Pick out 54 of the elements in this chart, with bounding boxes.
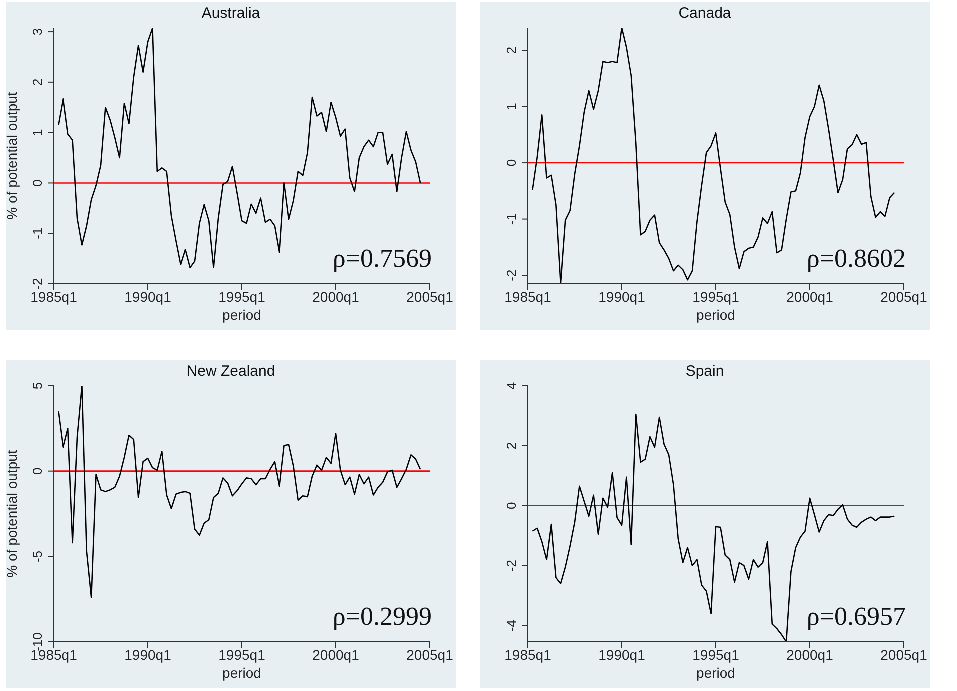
x-tick-label: 2005q1	[880, 288, 928, 305]
x-tick-label: 1990q1	[124, 646, 172, 663]
y-tick-label: -2	[30, 278, 45, 290]
y-tick-label: 2	[30, 78, 45, 86]
chart-title: Canada	[678, 5, 732, 22]
x-tick-label: 2005q1	[406, 288, 454, 305]
y-axis-title: % of potential output	[4, 450, 20, 578]
x-tick-label: 2000q1	[312, 646, 360, 663]
y-tick-label: 2	[504, 442, 519, 450]
y-tick-label: 0	[504, 502, 519, 510]
y-tick-label: 5	[30, 382, 45, 390]
line-series	[58, 386, 422, 598]
y-tick-label: 4	[504, 382, 519, 390]
y-tick-label: -10	[30, 632, 45, 652]
y-tick-label: 1	[504, 103, 519, 110]
x-tick-label: 1995q1	[218, 646, 266, 663]
x-tick-label: 1995q1	[692, 646, 740, 663]
y-tick-label: -2	[504, 270, 519, 282]
chart-title: Australia	[200, 5, 262, 22]
x-axis-title: period	[222, 307, 262, 323]
y-tick-label: 3	[30, 28, 45, 36]
y-tick-label: -4	[504, 620, 519, 632]
x-axis-title: period	[696, 665, 736, 681]
y-tick-label: 0	[504, 159, 519, 167]
chart-title: New Zealand	[186, 363, 276, 380]
y-axis-title: % of potential output	[4, 92, 20, 220]
x-tick-label: 1995q1	[692, 288, 740, 305]
annotation: ρ=0.6957	[806, 602, 906, 632]
x-tick-label: 1985q1	[504, 288, 552, 305]
x-tick-label: 1985q1	[30, 288, 78, 305]
y-tick-label: 0	[30, 468, 45, 475]
x-tick-label: 2005q1	[880, 646, 928, 663]
x-axis-title: period	[222, 665, 262, 681]
x-tick-label: 2005q1	[406, 646, 454, 663]
y-tick-label: -5	[30, 550, 45, 562]
x-tick-label: 1985q1	[504, 646, 552, 663]
x-tick-label: 1990q1	[124, 288, 172, 305]
annotation: ρ=0.7569	[332, 244, 432, 274]
annotation: ρ=0.2999	[332, 602, 432, 632]
y-tick-label: -2	[504, 560, 519, 572]
y-tick-label: 0	[30, 180, 45, 187]
y-tick-label: 2	[504, 46, 519, 54]
y-tick-label: -1	[30, 228, 45, 240]
y-tick-label: -1	[504, 214, 519, 226]
y-tick-label: 1	[30, 129, 45, 136]
x-tick-label: 1995q1	[218, 288, 266, 305]
x-tick-label: 2000q1	[786, 646, 834, 663]
x-axis-title: period	[696, 307, 736, 323]
x-tick-label: 1990q1	[598, 646, 646, 663]
annotation: ρ=0.8602	[806, 244, 906, 274]
chart-title: Spain	[684, 363, 726, 380]
x-tick-label: 1990q1	[598, 288, 646, 305]
x-tick-label: 2000q1	[312, 288, 360, 305]
x-tick-label: 2000q1	[786, 288, 834, 305]
